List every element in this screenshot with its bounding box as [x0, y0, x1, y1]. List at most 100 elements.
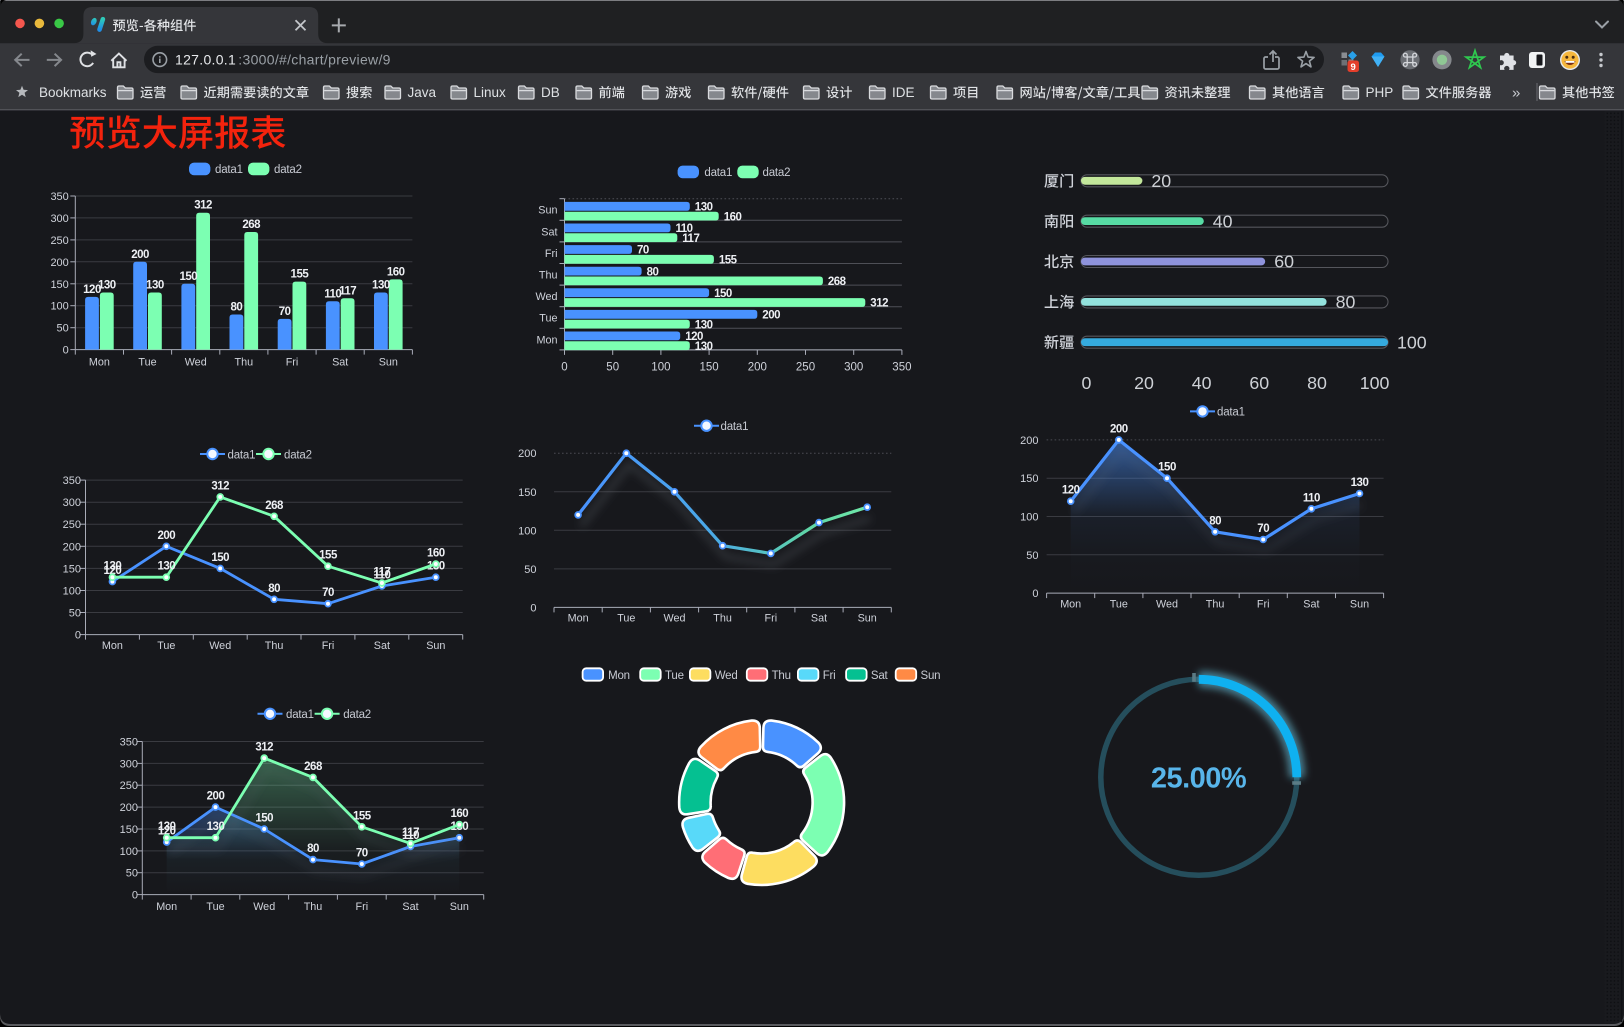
svg-text:150: 150: [120, 824, 138, 836]
svg-text:110: 110: [324, 288, 341, 300]
svg-text:250: 250: [63, 519, 81, 531]
svg-text:Mon: Mon: [102, 640, 123, 652]
svg-text:data2: data2: [343, 709, 371, 721]
svg-text:150: 150: [255, 813, 273, 825]
svg-text:40: 40: [1192, 373, 1212, 393]
svg-text:Tue: Tue: [206, 901, 224, 913]
svg-text:Linux: Linux: [474, 85, 507, 100]
svg-text:Thu: Thu: [1206, 599, 1225, 611]
svg-text:Java: Java: [408, 85, 437, 100]
svg-text:data1: data1: [1217, 407, 1245, 419]
svg-text:Mon: Mon: [568, 613, 589, 625]
svg-text:120: 120: [83, 284, 101, 296]
svg-text:110: 110: [373, 570, 390, 582]
svg-text:Fri: Fri: [356, 901, 369, 913]
svg-text:150: 150: [518, 487, 536, 499]
svg-text:Sun: Sun: [450, 901, 469, 913]
svg-text:160: 160: [387, 266, 405, 278]
svg-text:130: 130: [372, 280, 390, 292]
svg-text:110: 110: [1303, 492, 1320, 504]
svg-text:Fri: Fri: [322, 640, 335, 652]
svg-text:0: 0: [75, 630, 81, 642]
svg-text:Sat: Sat: [541, 226, 557, 238]
svg-text:Sat: Sat: [332, 357, 348, 369]
svg-text:117: 117: [373, 567, 390, 579]
svg-text:Wed: Wed: [209, 640, 231, 652]
svg-text:130: 130: [695, 341, 713, 353]
svg-text:80: 80: [1209, 515, 1221, 527]
svg-text:data2: data2: [284, 449, 312, 461]
svg-text:300: 300: [50, 213, 68, 225]
svg-text:Tue: Tue: [1110, 599, 1128, 611]
svg-text:200: 200: [1020, 435, 1038, 447]
svg-text:120: 120: [685, 331, 703, 343]
svg-text:0: 0: [1081, 373, 1091, 393]
svg-text:200: 200: [120, 802, 138, 814]
svg-text:200: 200: [762, 310, 780, 322]
svg-text:160: 160: [427, 548, 445, 560]
svg-text:268: 268: [304, 761, 323, 773]
svg-text:155: 155: [319, 550, 338, 562]
svg-text:Thu: Thu: [539, 270, 558, 282]
svg-text:268: 268: [265, 500, 284, 512]
svg-text:Wed: Wed: [663, 613, 685, 625]
svg-text:130: 130: [157, 561, 175, 573]
svg-text:Mon: Mon: [156, 901, 177, 913]
svg-text:Wed: Wed: [1156, 599, 1178, 611]
svg-text:150: 150: [1158, 462, 1176, 474]
svg-text:Sun: Sun: [858, 613, 877, 625]
svg-text:80: 80: [231, 302, 243, 314]
svg-text:70: 70: [279, 306, 291, 318]
svg-text:250: 250: [796, 362, 815, 374]
svg-text:25.00%: 25.00%: [1151, 763, 1247, 795]
svg-text:Fri: Fri: [1257, 599, 1270, 611]
svg-text:data2: data2: [763, 167, 791, 179]
svg-text:Sun: Sun: [538, 205, 557, 217]
svg-text:200: 200: [63, 541, 81, 553]
svg-text:Bookmarks: Bookmarks: [39, 85, 107, 100]
svg-text:Sun: Sun: [426, 640, 445, 652]
svg-text:DB: DB: [541, 85, 560, 100]
svg-text:data1: data1: [704, 167, 732, 179]
svg-text:Wed: Wed: [185, 357, 207, 369]
svg-text:70: 70: [322, 587, 334, 599]
svg-text:312: 312: [194, 200, 212, 212]
svg-text:150: 150: [211, 552, 229, 564]
svg-text:Wed: Wed: [535, 291, 557, 303]
svg-text:50: 50: [524, 564, 536, 576]
svg-text:120: 120: [104, 565, 122, 577]
svg-text:Thu: Thu: [772, 670, 791, 682]
svg-text:100: 100: [63, 586, 81, 598]
svg-text:130: 130: [1351, 477, 1369, 489]
svg-text:100: 100: [1397, 332, 1427, 352]
svg-text:»: »: [1512, 85, 1520, 102]
svg-text:117: 117: [339, 285, 356, 297]
svg-text:350: 350: [63, 475, 81, 487]
svg-text:160: 160: [724, 211, 742, 223]
svg-text:350: 350: [50, 191, 68, 203]
svg-text:40: 40: [1213, 211, 1233, 231]
svg-text:100: 100: [1360, 373, 1390, 393]
svg-text:20: 20: [1151, 171, 1171, 191]
svg-text:Sat: Sat: [811, 613, 827, 625]
svg-text:IDE: IDE: [892, 85, 915, 100]
svg-text:80: 80: [1336, 292, 1356, 312]
svg-text:312: 312: [255, 742, 273, 754]
svg-text:268: 268: [242, 219, 261, 231]
svg-text:Tue: Tue: [617, 613, 635, 625]
svg-text:80: 80: [1307, 373, 1327, 393]
svg-text:150: 150: [50, 279, 68, 291]
svg-text:160: 160: [450, 808, 468, 820]
svg-text:Mon: Mon: [608, 670, 630, 682]
svg-text:120: 120: [1062, 485, 1080, 497]
svg-text:117: 117: [402, 827, 419, 839]
svg-text:130: 130: [146, 280, 164, 292]
svg-text:150: 150: [700, 362, 719, 374]
svg-text:110: 110: [676, 223, 693, 235]
svg-text:Sat: Sat: [374, 640, 390, 652]
svg-text:PHP: PHP: [1366, 85, 1394, 100]
svg-text:80: 80: [307, 843, 319, 855]
svg-text:50: 50: [1026, 550, 1038, 562]
svg-text:50: 50: [57, 323, 69, 335]
svg-text:250: 250: [120, 780, 138, 792]
